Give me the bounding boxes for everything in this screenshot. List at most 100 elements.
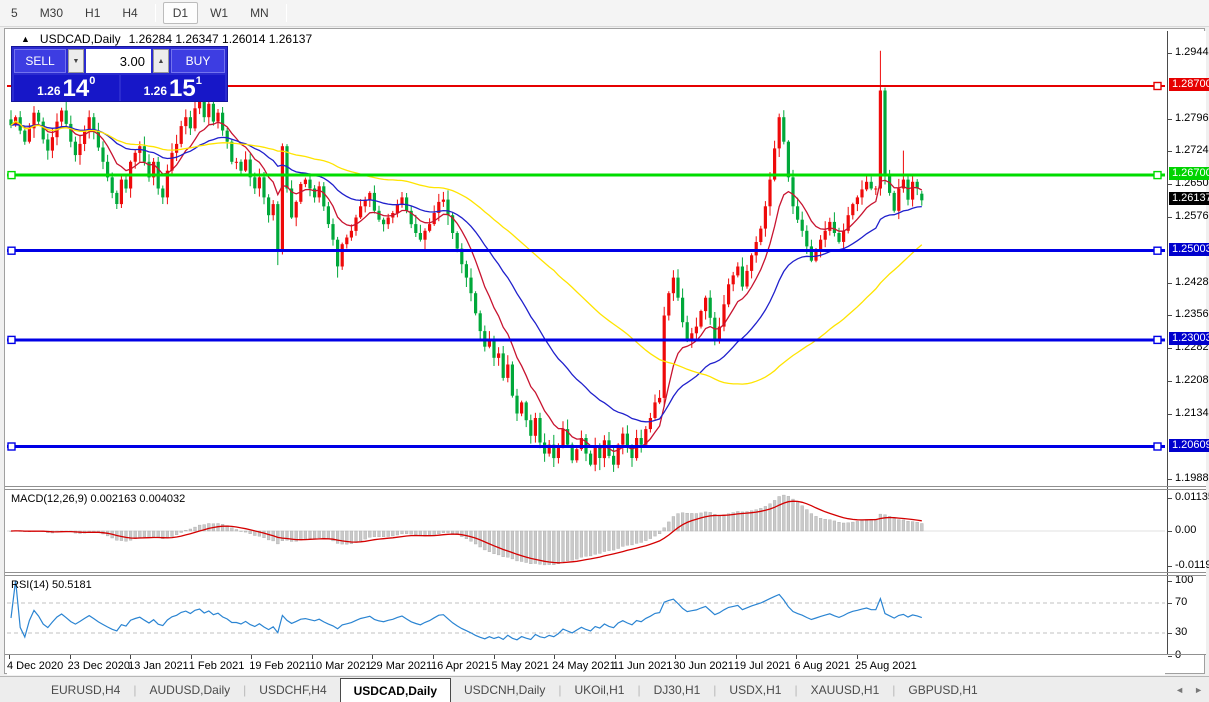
macd-signal-line bbox=[10, 500, 922, 564]
time-axis[interactable]: 4 Dec 2020 23 Dec 2020 13 Jan 2021 1 Feb 20… bbox=[7, 655, 1165, 675]
sell-price-pips: 14 bbox=[62, 75, 90, 103]
arrow-down-icon: ▼ bbox=[72, 57, 80, 65]
volume-decrease-button[interactable]: ▼ bbox=[68, 49, 84, 73]
scroll-right-icon[interactable]: ► bbox=[1194, 685, 1203, 695]
date-label: 6 Aug 2021 bbox=[794, 660, 851, 672]
timeframe-5[interactable]: 5 bbox=[11, 6, 18, 20]
tab-scroll-controls: ◄ ► bbox=[1175, 677, 1203, 702]
macd-pane[interactable] bbox=[7, 491, 1165, 570]
date-label: 19 Jul 2021 bbox=[733, 660, 791, 672]
price-tick bbox=[1168, 184, 1172, 186]
date-label: 19 Feb 2021 bbox=[249, 660, 312, 672]
price-badge: 1.25003 bbox=[1169, 242, 1209, 256]
price-tick-label: 1.22080 bbox=[1175, 373, 1209, 386]
date-label: 11 Jun 2021 bbox=[612, 660, 673, 672]
date-label: 29 Mar 2021 bbox=[370, 660, 433, 672]
date-tick bbox=[856, 655, 858, 659]
date-tick bbox=[372, 655, 374, 659]
tab-xauusd-h1[interactable]: XAUUSD,H1 bbox=[810, 682, 880, 697]
hline-handle[interactable] bbox=[1153, 335, 1162, 345]
volume-increase-button[interactable]: ▲ bbox=[153, 49, 169, 73]
sell-button[interactable]: SELL bbox=[14, 49, 66, 73]
one-click-panel-toggle-icon[interactable]: ▲ bbox=[21, 34, 30, 44]
date-tick bbox=[493, 655, 495, 659]
chart-symbol-period: USDCAD,Daily bbox=[39, 32, 121, 46]
date-tick bbox=[796, 655, 798, 659]
macd-tick-label: -0.01190 bbox=[1175, 558, 1209, 571]
price-tick bbox=[1168, 348, 1172, 349]
tab-usdcnh-daily[interactable]: USDCNH,Daily bbox=[464, 682, 546, 697]
date-tick bbox=[9, 655, 10, 659]
sell-price-button[interactable]: 1.26 14 0 bbox=[14, 75, 119, 101]
tab-audusd-daily[interactable]: AUDUSD,Daily bbox=[149, 682, 231, 697]
one-click-trading-panel: SELL ▼ 3.00 ▲ BUY 1.26 14 0 1.26 15 bbox=[11, 46, 228, 102]
pane-splitter[interactable] bbox=[5, 572, 1206, 573]
hline-handle[interactable] bbox=[1153, 170, 1162, 180]
price-axis[interactable]: 1.294401.279601.272401.265001.257601.242… bbox=[1167, 31, 1209, 661]
hline-1.20609[interactable] bbox=[7, 442, 1165, 451]
price-badge: 1.26137 bbox=[1169, 192, 1209, 206]
timeframe-mn[interactable]: MN bbox=[250, 6, 269, 20]
tab-separator: | bbox=[892, 682, 896, 697]
tab-usdcad-daily[interactable]: USDCAD,Daily bbox=[339, 678, 451, 702]
date-tick bbox=[614, 655, 616, 659]
tab-ukoil-h1[interactable]: UKOil,H1 bbox=[574, 682, 625, 697]
price-tick-label: 1.23560 bbox=[1175, 308, 1209, 321]
tab-separator: | bbox=[637, 682, 641, 697]
price-tick-label: 1.27240 bbox=[1175, 144, 1209, 157]
price-tick bbox=[1168, 380, 1172, 382]
scroll-left-icon[interactable]: ◄ bbox=[1175, 685, 1185, 695]
rsi-tick bbox=[1168, 603, 1172, 604]
timeframe-d1[interactable]: D1 bbox=[162, 2, 199, 24]
hline-handle[interactable] bbox=[7, 335, 16, 345]
buy-button[interactable]: BUY bbox=[171, 49, 225, 73]
hline-handle[interactable] bbox=[7, 170, 16, 180]
timeframe-w1[interactable]: W1 bbox=[210, 6, 229, 20]
macd-tick-label: 0.01135 bbox=[1175, 491, 1209, 503]
hline-1.26700[interactable] bbox=[7, 170, 1165, 180]
hline-handle[interactable] bbox=[1153, 81, 1162, 91]
date-tick bbox=[735, 655, 737, 659]
macd-tick-label: 0.00 bbox=[1175, 524, 1197, 536]
buy-price-prefix: 1.26 bbox=[143, 84, 168, 99]
price-badge: 1.28700 bbox=[1169, 78, 1209, 91]
hline-1.23003[interactable] bbox=[7, 335, 1165, 345]
date-label: 5 May 2021 bbox=[491, 660, 550, 672]
date-tick bbox=[554, 655, 556, 659]
date-label: 13 Jan 2021 bbox=[128, 660, 189, 672]
date-tick bbox=[432, 655, 434, 659]
hline-handle[interactable] bbox=[7, 442, 16, 451]
hline-1.25003[interactable] bbox=[7, 246, 1165, 255]
tab-dj30-h1[interactable]: DJ30,H1 bbox=[653, 682, 701, 697]
price-badge: 1.26700 bbox=[1169, 167, 1209, 181]
date-tick bbox=[675, 655, 677, 659]
hline-handle[interactable] bbox=[1153, 246, 1162, 255]
buy-price-button[interactable]: 1.26 15 1 bbox=[120, 75, 225, 101]
rsi-tick bbox=[1168, 633, 1172, 634]
pane-splitter[interactable] bbox=[5, 575, 1206, 576]
pane-splitter[interactable] bbox=[5, 486, 1206, 487]
tab-usdchf-h4[interactable]: USDCHF,H4 bbox=[259, 682, 327, 697]
date-tick bbox=[251, 655, 253, 659]
tab-eurusd-h4[interactable]: EURUSD,H4 bbox=[51, 682, 121, 697]
tab-usdx-h1[interactable]: USDX,H1 bbox=[729, 682, 782, 697]
rsi-pane[interactable] bbox=[7, 576, 1165, 654]
date-label: 4 Dec 2020 bbox=[7, 660, 64, 672]
macd-label: MACD(12,26,9) 0.002163 0.004032 bbox=[11, 493, 186, 505]
pane-splitter[interactable] bbox=[5, 489, 1206, 490]
tab-gbpusd-h1[interactable]: GBPUSD,H1 bbox=[908, 682, 978, 697]
hline-handle[interactable] bbox=[7, 246, 16, 255]
timeframe-toolbar: 5 M30 H1 H4 D1 W1 MN bbox=[0, 0, 1209, 27]
date-label: 24 May 2021 bbox=[552, 660, 616, 672]
rsi-tick-label: 100 bbox=[1175, 573, 1194, 586]
buy-price-point: 1 bbox=[195, 75, 202, 87]
timeframe-h4[interactable]: H4 bbox=[122, 6, 138, 20]
timeframe-h1[interactable]: H1 bbox=[85, 6, 101, 20]
hline-handle[interactable] bbox=[1153, 442, 1162, 451]
chart-ohlc-quote: 1.26284 1.26347 1.26014 1.26137 bbox=[128, 32, 313, 46]
volume-input[interactable]: 3.00 bbox=[86, 49, 151, 73]
timeframe-m30[interactable]: M30 bbox=[39, 6, 64, 20]
rsi-tick-label: 70 bbox=[1175, 596, 1188, 608]
toolbar-separator bbox=[154, 4, 156, 22]
